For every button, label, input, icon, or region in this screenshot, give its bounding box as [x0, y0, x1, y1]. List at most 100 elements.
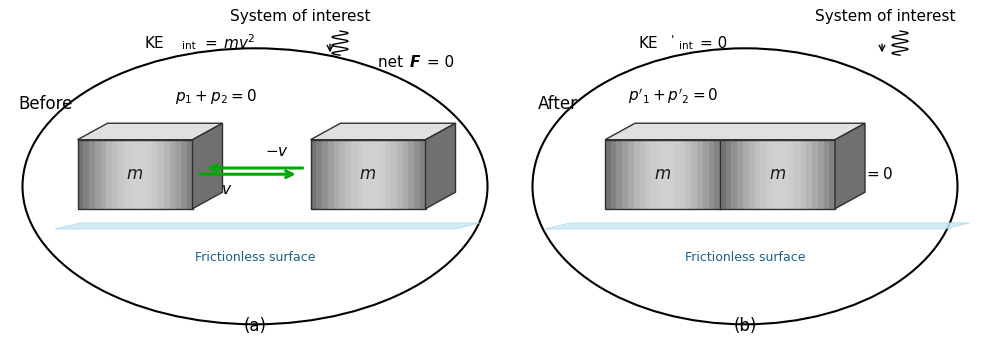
- Polygon shape: [385, 140, 391, 209]
- Polygon shape: [611, 140, 616, 209]
- Polygon shape: [737, 140, 743, 209]
- Text: $m$: $m$: [654, 166, 671, 183]
- Text: $m$: $m$: [769, 166, 786, 183]
- Text: System of interest: System of interest: [815, 9, 955, 23]
- Polygon shape: [322, 140, 328, 209]
- Polygon shape: [89, 140, 95, 209]
- Text: $v = 0$: $v = 0$: [855, 166, 893, 182]
- Polygon shape: [147, 140, 152, 209]
- Text: = 0: = 0: [700, 36, 727, 51]
- Polygon shape: [368, 140, 374, 209]
- Text: ': ': [671, 34, 674, 47]
- Polygon shape: [426, 123, 456, 209]
- Text: $m$: $m$: [126, 166, 144, 183]
- Polygon shape: [680, 140, 686, 209]
- Polygon shape: [806, 140, 812, 209]
- Polygon shape: [351, 140, 356, 209]
- Polygon shape: [339, 140, 345, 209]
- Text: $p_1 + p_2 = 0$: $p_1 + p_2 = 0$: [175, 87, 257, 106]
- Polygon shape: [118, 140, 124, 209]
- Polygon shape: [106, 140, 112, 209]
- Text: Frictionless surface: Frictionless surface: [685, 250, 805, 264]
- Polygon shape: [668, 140, 674, 209]
- Polygon shape: [789, 140, 795, 209]
- Polygon shape: [697, 140, 703, 209]
- Text: net: net: [378, 55, 408, 70]
- Text: System of interest: System of interest: [230, 9, 370, 23]
- Polygon shape: [310, 140, 316, 209]
- Text: After: After: [538, 95, 578, 112]
- Polygon shape: [795, 140, 800, 209]
- Polygon shape: [402, 140, 408, 209]
- Polygon shape: [829, 140, 835, 209]
- Polygon shape: [310, 123, 456, 140]
- Polygon shape: [124, 140, 129, 209]
- Text: Frictionless surface: Frictionless surface: [195, 250, 315, 264]
- Polygon shape: [356, 140, 362, 209]
- Polygon shape: [731, 140, 737, 209]
- Polygon shape: [657, 140, 662, 209]
- Polygon shape: [760, 140, 766, 209]
- Polygon shape: [95, 140, 101, 209]
- Polygon shape: [616, 140, 622, 209]
- Polygon shape: [83, 140, 89, 209]
- Polygon shape: [720, 140, 726, 209]
- Text: KE: KE: [638, 36, 658, 51]
- Polygon shape: [703, 140, 708, 209]
- Polygon shape: [766, 140, 772, 209]
- Text: $-v$: $-v$: [265, 145, 288, 159]
- Polygon shape: [835, 123, 865, 209]
- Text: (a): (a): [244, 317, 266, 335]
- Polygon shape: [78, 140, 83, 209]
- Polygon shape: [192, 123, 222, 209]
- Polygon shape: [334, 140, 339, 209]
- Polygon shape: [55, 223, 480, 229]
- Text: $= \,mv^2$: $= \,mv^2$: [202, 34, 255, 52]
- Polygon shape: [662, 140, 668, 209]
- Polygon shape: [164, 140, 170, 209]
- Text: int: int: [182, 41, 196, 50]
- Text: KE: KE: [145, 36, 165, 51]
- Text: $p'_1 + p'_2 = 0$: $p'_1 + p'_2 = 0$: [628, 87, 719, 106]
- Polygon shape: [408, 140, 414, 209]
- Text: $m$: $m$: [359, 166, 377, 183]
- Polygon shape: [691, 140, 697, 209]
- Polygon shape: [181, 140, 187, 209]
- Polygon shape: [391, 140, 397, 209]
- Polygon shape: [651, 140, 657, 209]
- Polygon shape: [152, 140, 158, 209]
- Polygon shape: [605, 123, 865, 140]
- Text: = 0: = 0: [422, 55, 454, 70]
- Polygon shape: [640, 140, 645, 209]
- Polygon shape: [78, 123, 222, 140]
- Polygon shape: [380, 140, 385, 209]
- Polygon shape: [397, 140, 402, 209]
- Polygon shape: [772, 140, 778, 209]
- Polygon shape: [420, 140, 426, 209]
- Polygon shape: [345, 140, 351, 209]
- Polygon shape: [726, 140, 731, 209]
- Text: (b): (b): [733, 317, 757, 335]
- Polygon shape: [634, 140, 640, 209]
- Polygon shape: [328, 140, 334, 209]
- Polygon shape: [743, 140, 749, 209]
- Polygon shape: [686, 140, 691, 209]
- Text: Before: Before: [18, 95, 72, 112]
- Polygon shape: [783, 140, 789, 209]
- Polygon shape: [135, 140, 141, 209]
- Polygon shape: [818, 140, 824, 209]
- Polygon shape: [129, 140, 135, 209]
- Polygon shape: [800, 140, 806, 209]
- Polygon shape: [362, 140, 368, 209]
- Polygon shape: [645, 140, 651, 209]
- Polygon shape: [714, 140, 720, 209]
- Text: $v$: $v$: [221, 183, 232, 197]
- Polygon shape: [316, 140, 322, 209]
- Polygon shape: [778, 140, 783, 209]
- Polygon shape: [749, 140, 755, 209]
- Polygon shape: [170, 140, 175, 209]
- Polygon shape: [112, 140, 118, 209]
- Polygon shape: [414, 140, 420, 209]
- Text: F: F: [410, 55, 420, 70]
- Polygon shape: [674, 140, 680, 209]
